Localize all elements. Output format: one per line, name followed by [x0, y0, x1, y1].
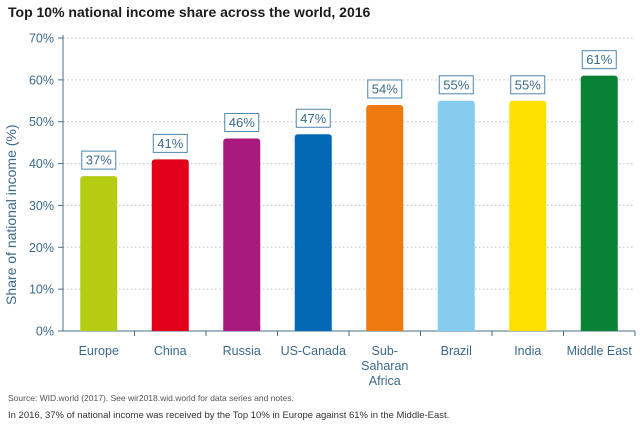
bar[interactable]: [151, 159, 189, 331]
value-label: 47%: [300, 111, 326, 126]
value-label: 37%: [86, 153, 112, 168]
value-label-box: [152, 133, 188, 153]
bar-base: [294, 327, 332, 331]
value-label-box: [438, 75, 474, 95]
y-tick-label: 30%: [29, 199, 54, 213]
bar[interactable]: [580, 75, 618, 332]
value-label-box: [510, 75, 546, 95]
category-label: India: [514, 344, 541, 358]
y-tick-label: 10%: [29, 283, 54, 297]
source-note: Source: WID.world (2017). See wir2018.wi…: [8, 393, 294, 403]
bar[interactable]: [294, 134, 332, 331]
value-label-box: [224, 112, 260, 132]
chart-title: Top 10% national income share across the…: [8, 4, 371, 20]
value-label-box: [295, 108, 331, 128]
value-label: 55%: [443, 77, 469, 92]
value-label-box: [581, 50, 617, 70]
bar-base: [366, 327, 404, 331]
value-label: 46%: [229, 115, 255, 130]
bar[interactable]: [223, 138, 261, 331]
value-label: 54%: [372, 81, 398, 96]
category-label: China: [154, 344, 187, 358]
category-label: Europe: [79, 344, 119, 358]
bar-base: [223, 327, 261, 331]
category-label: Middle East: [567, 344, 633, 358]
y-tick-label: 70%: [29, 32, 54, 46]
y-tick-label: 40%: [29, 157, 54, 171]
bar-base: [151, 327, 189, 331]
bar-base: [80, 327, 118, 331]
category-label: Saharan: [361, 359, 408, 373]
category-label: Russia: [223, 344, 261, 358]
bar[interactable]: [437, 100, 475, 332]
y-tick-label: 50%: [29, 115, 54, 129]
bar[interactable]: [80, 176, 118, 331]
bar-base: [437, 327, 475, 331]
value-label: 55%: [515, 77, 541, 92]
bar-base: [580, 327, 618, 331]
value-label: 61%: [586, 52, 612, 67]
category-label: US-Canada: [281, 344, 346, 358]
bar[interactable]: [366, 104, 404, 331]
caption-note: In 2016, 37% of national income was rece…: [8, 410, 450, 421]
bar-base: [509, 327, 547, 331]
category-label: Africa: [369, 374, 401, 388]
bar[interactable]: [509, 100, 547, 332]
y-tick-label: 20%: [29, 241, 54, 255]
y-tick-label: 0%: [36, 325, 54, 339]
category-label: Brazil: [441, 344, 472, 358]
value-label-box: [81, 150, 117, 170]
y-tick-label: 60%: [29, 73, 54, 87]
bar-chart: 0% 10% 20% 30% 40% 50% 60% 70% 37% Europe 41% China…: [29, 32, 636, 388]
value-label: 41%: [157, 136, 183, 151]
value-label-box: [367, 79, 403, 99]
category-label: Sub-: [372, 344, 398, 358]
